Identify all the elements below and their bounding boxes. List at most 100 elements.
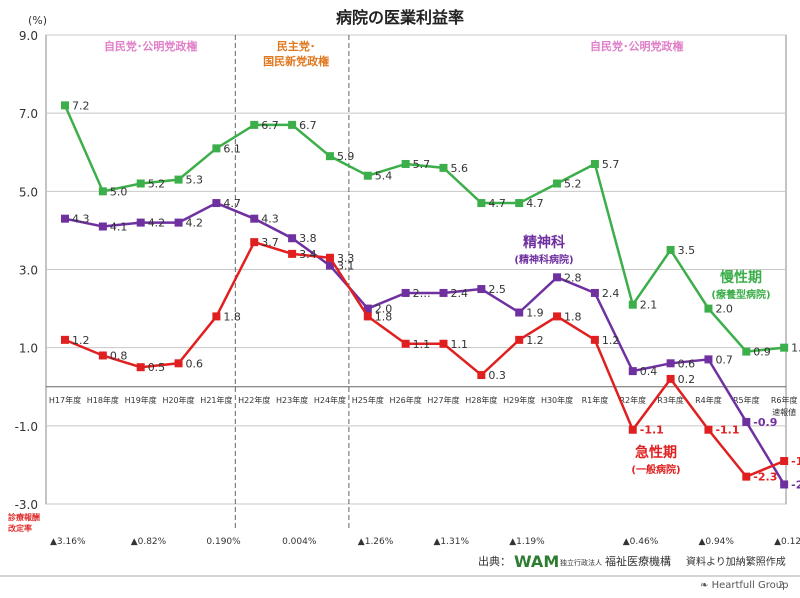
data-label: 2.8 (564, 271, 582, 284)
data-label: 3.8 (299, 232, 317, 245)
x-tick-label: R1年度 (582, 395, 609, 405)
data-label: 2.5 (488, 283, 506, 296)
data-point (439, 288, 448, 297)
data-point (363, 312, 372, 321)
data-point (666, 245, 675, 254)
data-label: 4.1 (110, 221, 128, 234)
source-logo: WAM (514, 552, 559, 571)
data-label: 4.2 (148, 217, 166, 230)
source-org: 福祉医療機構 (605, 554, 671, 568)
data-label: -1.1 (640, 424, 664, 437)
data-label: 5.6 (451, 162, 469, 175)
data-label: 1.1 (413, 338, 431, 351)
data-point (136, 179, 145, 188)
data-point (61, 101, 69, 110)
data-point (439, 163, 448, 172)
data-label: 4.3 (261, 213, 279, 226)
revision-label: 診療報酬 (8, 512, 40, 522)
data-point (325, 253, 334, 262)
series-line-慢性期 (63, 104, 785, 353)
data-point (61, 335, 69, 344)
y-tick-label: -3.0 (15, 498, 38, 512)
data-label: 0.6 (678, 357, 696, 370)
data-point (553, 179, 562, 188)
data-label: 6.7 (299, 119, 317, 132)
data-label: 3.7 (261, 236, 279, 249)
x-tick-label: R3年度 (657, 395, 684, 405)
y-tick-label: 7.0 (19, 107, 38, 121)
footer-brand: ❧ Heartfull Group (700, 580, 789, 591)
data-point (477, 285, 486, 294)
source-suffix: 資料より加納繁照作成 (686, 555, 786, 568)
data-label: 3.5 (678, 244, 696, 257)
period-label: 民主党･ (277, 39, 316, 53)
data-point (136, 218, 145, 227)
revision-rate: ▲0.46% (623, 537, 659, 547)
x-tick-label: H26年度 (390, 395, 422, 405)
data-label: 5.2 (148, 178, 166, 191)
data-point (780, 480, 789, 489)
x-tick-label: H24年度 (314, 395, 346, 405)
data-point (212, 199, 221, 208)
data-point (515, 199, 524, 208)
x-tick-label: H21年度 (200, 395, 232, 405)
series-line-急性期 (64, 240, 785, 479)
data-label: 1.8 (375, 310, 393, 323)
data-label: 0.9 (753, 346, 771, 359)
data-point (288, 120, 297, 129)
data-point (780, 457, 789, 466)
y-tick-label: 9.0 (19, 29, 38, 43)
revision-rate: ▲0.82% (131, 537, 167, 547)
data-label: 1.9 (526, 306, 544, 319)
data-label: 2.1 (640, 299, 658, 312)
data-point (742, 347, 751, 356)
data-label: 4.7 (488, 197, 506, 210)
data-point (590, 335, 599, 344)
data-label: -1.9 (791, 455, 800, 468)
data-point (174, 218, 183, 227)
data-point (477, 371, 486, 380)
x-tick-label: H28年度 (465, 395, 497, 405)
data-point (780, 343, 789, 352)
data-label: 7.2 (72, 99, 90, 112)
source-org-small: 独立行政法人 (560, 558, 602, 567)
data-label: 0.4 (640, 365, 658, 378)
data-point (250, 238, 259, 247)
data-point (515, 308, 524, 317)
series-name: 慢性期 (720, 269, 762, 286)
page-number: 2 (778, 580, 785, 591)
data-label: 3.4 (299, 248, 317, 261)
data-label: -2.5 (791, 478, 800, 491)
x-tick-label: H27年度 (427, 395, 459, 405)
data-label: 5.0 (110, 185, 128, 198)
chart-title: 病院の医業利益率 (336, 8, 464, 27)
data-point (666, 374, 675, 383)
data-label: 4.7 (526, 197, 544, 210)
data-point (704, 425, 713, 434)
y-tick-label: 3.0 (19, 264, 38, 278)
revision-rate: ▲1.19% (509, 537, 545, 547)
data-point (212, 312, 221, 321)
data-label: 5.7 (602, 158, 620, 171)
data-label: 5.4 (375, 170, 393, 183)
data-point (363, 304, 372, 313)
data-point (401, 159, 410, 168)
y-tick-label: 1.0 (19, 342, 38, 356)
data-label: 2.0 (375, 303, 393, 316)
data-label: 0.7 (715, 353, 733, 366)
y-unit-label: (%) (28, 14, 47, 27)
revision-rate: ▲0.12% (774, 537, 800, 547)
x-tick-note: 速報値 (772, 407, 796, 417)
data-point (553, 273, 562, 282)
data-point (704, 304, 713, 313)
data-label: 0.5 (148, 361, 166, 374)
data-label: 0.8 (110, 349, 128, 362)
data-point (363, 171, 372, 180)
data-point (704, 355, 713, 364)
data-point (136, 363, 145, 372)
x-tick-label: R5年度 (733, 395, 760, 405)
series-sub: (療養型病院) (711, 288, 770, 301)
data-label: 5.3 (186, 174, 204, 187)
